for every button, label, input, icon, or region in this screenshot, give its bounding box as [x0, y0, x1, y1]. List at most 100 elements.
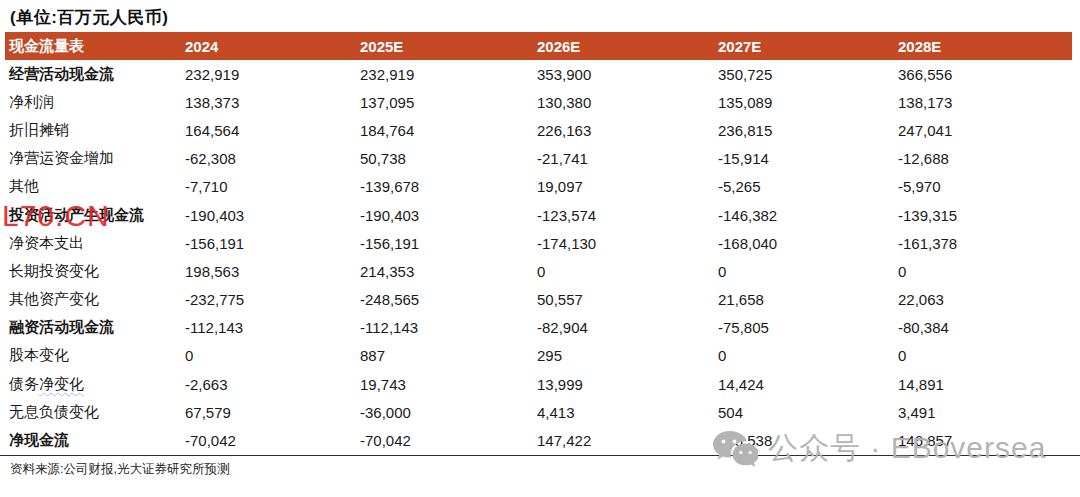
cell-value: 350,725	[718, 66, 898, 83]
cell-value: -80,384	[898, 319, 1072, 336]
cell-value: 236,815	[718, 122, 898, 139]
cell-value: -82,904	[537, 319, 718, 336]
cell-value: 50,738	[360, 150, 537, 167]
source-note: 资料来源:公司财报,光大证券研究所预测	[10, 461, 229, 478]
cell-value: -75,805	[718, 319, 898, 336]
cell-value: -36,000	[360, 404, 537, 421]
cell-value: 887	[360, 347, 537, 364]
column-header-2028e: 2028E	[898, 38, 1072, 55]
cell-value: -168,040	[718, 235, 898, 252]
cell-value: -5,970	[898, 178, 1072, 195]
cell-value: 0	[537, 263, 718, 280]
cell-value: -139,678	[360, 178, 537, 195]
row-label: 融资活动现金流	[5, 318, 185, 337]
row-label: 经营活动现金流	[5, 65, 185, 84]
row-label: 债务净变化	[5, 375, 185, 394]
table-row: 其他-7,710-139,67819,097-5,265-5,970	[5, 173, 1072, 201]
row-label: 净现金流	[5, 431, 185, 450]
table-row: 股本变化088729500	[5, 342, 1072, 370]
cell-value: -5,265	[718, 178, 898, 195]
row-label: 折旧摊销	[5, 121, 185, 140]
table-row: 其他资产变化-232,775-248,56550,55721,65822,063	[5, 286, 1072, 314]
cell-value: 504	[718, 404, 898, 421]
table-header-label: 现金流量表	[5, 37, 185, 56]
cell-value: 13,999	[537, 376, 718, 393]
cell-value: -123,574	[537, 207, 718, 224]
cell-value: 184,764	[360, 122, 537, 139]
cell-value: 14,424	[718, 376, 898, 393]
cell-value: -112,143	[185, 319, 360, 336]
cell-value: 0	[898, 347, 1072, 364]
cell-value: -146,382	[718, 207, 898, 224]
table-row: 融资活动现金流-112,143-112,143-82,904-75,805-80…	[5, 314, 1072, 342]
cell-value: -156,191	[185, 235, 360, 252]
cell-value: 0	[185, 347, 360, 364]
row-label: 净利润	[5, 93, 185, 112]
table-row: 净现金流-70,042-70,042147,422128,538146,857	[5, 426, 1072, 454]
table-row: 无息负债变化67,579-36,0004,4135043,491	[5, 398, 1072, 426]
table-row: 投资活动产生现金流-190,403-190,403-123,574-146,38…	[5, 201, 1072, 229]
column-header-2025e: 2025E	[360, 38, 537, 55]
cell-value: 50,557	[537, 291, 718, 308]
cell-value: 4,413	[537, 404, 718, 421]
cell-value: 130,380	[537, 94, 718, 111]
cell-value: -232,775	[185, 291, 360, 308]
row-label: 其他资产变化	[5, 290, 185, 309]
table-row: 经营活动现金流232,919232,919353,900350,725366,5…	[5, 60, 1072, 88]
cell-value: -62,308	[185, 150, 360, 167]
cell-value: -156,191	[360, 235, 537, 252]
cell-value: 164,564	[185, 122, 360, 139]
row-label: 无息负债变化	[5, 403, 185, 422]
unit-title: (单位:百万元人民币)	[10, 6, 168, 29]
table-body: 经营活动现金流232,919232,919353,900350,725366,5…	[5, 60, 1072, 455]
column-header-2027e: 2027E	[718, 38, 898, 55]
cell-value: -15,914	[718, 150, 898, 167]
cell-value: 232,919	[185, 66, 360, 83]
cell-value: 146,857	[898, 432, 1072, 449]
row-label: 净资本支出	[5, 234, 185, 253]
row-label: 股本变化	[5, 346, 185, 365]
cell-value: -190,403	[185, 207, 360, 224]
cell-value: -248,565	[360, 291, 537, 308]
cell-value: 19,097	[537, 178, 718, 195]
table-header-row: 现金流量表 2024 2025E 2026E 2027E 2028E	[5, 32, 1072, 60]
cell-value: -190,403	[360, 207, 537, 224]
cell-value: 198,563	[185, 263, 360, 280]
table-row: 债务净变化-2,66319,74313,99914,42414,891	[5, 370, 1072, 398]
cell-value: 214,353	[360, 263, 537, 280]
cell-value: 135,089	[718, 94, 898, 111]
column-header-2026e: 2026E	[537, 38, 718, 55]
row-label: 其他	[5, 177, 185, 196]
table-row: 净营运资金增加-62,30850,738-21,741-15,914-12,68…	[5, 145, 1072, 173]
cash-flow-table: 现金流量表 2024 2025E 2026E 2027E 2028E 经营活动现…	[5, 32, 1072, 455]
cell-value: 353,900	[537, 66, 718, 83]
cell-value: 19,743	[360, 376, 537, 393]
row-label: 长期投资变化	[5, 262, 185, 281]
cell-value: -21,741	[537, 150, 718, 167]
cell-value: 226,163	[537, 122, 718, 139]
table-bottom-rule	[0, 455, 1080, 456]
cell-value: 0	[718, 347, 898, 364]
table-row: 净利润138,373137,095130,380135,089138,173	[5, 88, 1072, 116]
cell-value: -70,042	[360, 432, 537, 449]
cell-value: -7,710	[185, 178, 360, 195]
cell-value: 232,919	[360, 66, 537, 83]
cell-value: 295	[537, 347, 718, 364]
cell-value: 0	[718, 263, 898, 280]
cell-value: 21,658	[718, 291, 898, 308]
row-label: 投资活动产生现金流	[5, 206, 185, 225]
cell-value: 247,041	[898, 122, 1072, 139]
cell-value: 0	[898, 263, 1072, 280]
cell-value: -2,663	[185, 376, 360, 393]
cell-value: -12,688	[898, 150, 1072, 167]
cell-value: 138,173	[898, 94, 1072, 111]
cell-value: 14,891	[898, 376, 1072, 393]
cell-value: 128,538	[718, 432, 898, 449]
cell-value: 366,556	[898, 66, 1072, 83]
table-row: 折旧摊销164,564184,764226,163236,815247,041	[5, 116, 1072, 144]
cell-value: -70,042	[185, 432, 360, 449]
column-header-2024: 2024	[185, 38, 360, 55]
table-row: 净资本支出-156,191-156,191-174,130-168,040-16…	[5, 229, 1072, 257]
report-table-page: (单位:百万元人民币) 现金流量表 2024 2025E 2026E 2027E…	[0, 0, 1080, 497]
cell-value: 137,095	[360, 94, 537, 111]
